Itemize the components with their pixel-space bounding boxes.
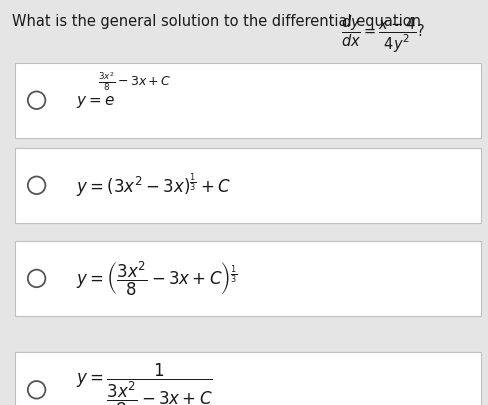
Text: $y = \left(3x^2 - 3x\right)^{\frac{1}{3}} + C$: $y = \left(3x^2 - 3x\right)^{\frac{1}{3}… <box>76 171 230 199</box>
FancyBboxPatch shape <box>15 148 481 223</box>
Text: What is the general solution to the differential equation: What is the general solution to the diff… <box>12 14 421 29</box>
Text: $\dfrac{dy}{dx} = \dfrac{x-4}{4y^2}$?: $\dfrac{dy}{dx} = \dfrac{x-4}{4y^2}$? <box>341 13 425 55</box>
FancyBboxPatch shape <box>15 352 481 405</box>
Text: $y = \left(\dfrac{3x^2}{8} - 3x + C\right)^{\frac{1}{3}}$: $y = \left(\dfrac{3x^2}{8} - 3x + C\righ… <box>76 259 238 298</box>
FancyBboxPatch shape <box>15 241 481 316</box>
Text: $y = e$: $y = e$ <box>76 94 115 110</box>
Text: $\frac{3x^2}{8}-3x+C$: $\frac{3x^2}{8}-3x+C$ <box>98 71 171 93</box>
Text: $y = \dfrac{1}{\dfrac{3x^2}{8} - 3x + C}$: $y = \dfrac{1}{\dfrac{3x^2}{8} - 3x + C}… <box>76 362 212 405</box>
FancyBboxPatch shape <box>15 63 481 138</box>
